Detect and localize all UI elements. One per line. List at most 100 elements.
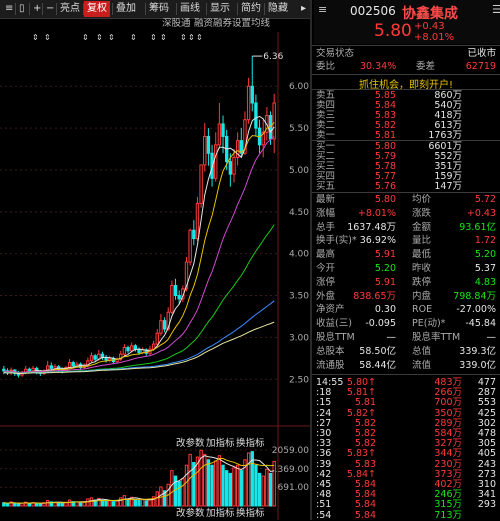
volume-bar: [170, 470, 174, 507]
adjust-button[interactable]: 复权: [84, 1, 110, 17]
stat-value: 1.72: [474, 235, 496, 247]
stat-value: 5.37: [474, 263, 496, 274]
bid-label: 买二: [316, 151, 336, 162]
volume-bar: [243, 459, 247, 507]
event-marker-icon: ⇕: [130, 33, 137, 42]
candle-body: [199, 164, 203, 204]
high-marker-label: 6.36: [263, 52, 283, 62]
bid-price: 5.76: [374, 181, 396, 192]
stat-label: 总股本: [316, 345, 345, 357]
stat-value: 0.30: [374, 304, 396, 316]
tick-volume: 373万: [434, 468, 462, 480]
stat-row: 收益(三) -0.095 PE(动)* -45.84: [312, 318, 500, 329]
trade-status-row: 交易状态 已收市: [316, 48, 496, 59]
menu-icon[interactable]: ≡: [5, 3, 14, 14]
volume-bar: [104, 500, 108, 507]
ask-label: 卖一: [316, 130, 336, 141]
window-icon[interactable]: ▯: [19, 3, 25, 14]
candle-body: [221, 123, 225, 137]
event-marker-icon: ⇕: [108, 33, 115, 42]
tick-row: :51 5.84 315万 293: [312, 499, 500, 510]
candle-body: [126, 346, 130, 352]
event-marker-icon: ⇕: [44, 33, 51, 42]
tick-volume: 700万: [434, 397, 462, 409]
tick-row: :30 5.82 584万 478: [312, 428, 500, 439]
tick-time: :45: [316, 479, 332, 490]
stock-code: 002506: [350, 4, 396, 18]
volume-bar: [82, 501, 86, 507]
overlay-button[interactable]: 叠加: [116, 3, 136, 14]
display-button[interactable]: 显示: [210, 3, 230, 14]
candle-body: [203, 135, 207, 166]
tick-volume: 713万: [434, 509, 462, 521]
tick-row: :18 5.81↑ 266万 287: [312, 387, 500, 398]
simple-button[interactable]: 简约: [241, 3, 261, 14]
event-marker-icon: ⇕: [82, 33, 89, 42]
volume-bar: [195, 456, 200, 507]
tick-count: 425: [477, 407, 496, 419]
tick-time: :54: [316, 509, 332, 521]
stat-value: 58.50亿: [359, 345, 396, 357]
event-marker-icon: ⇕: [188, 33, 195, 42]
tick-count: 287: [477, 387, 496, 399]
stat-label: 今开: [316, 263, 336, 274]
volume-bar: [272, 460, 276, 507]
stat-value: 5.91: [374, 276, 396, 288]
stat-value: 5.72: [474, 194, 496, 205]
volume-bar: [232, 467, 236, 507]
tick-row: :15 5.81 700万 553: [312, 397, 500, 408]
highlight-button[interactable]: 亮点: [60, 3, 80, 14]
stat-value: -45.84: [465, 318, 496, 330]
tick-time: :33: [316, 438, 332, 450]
stat-value: 4.83: [474, 276, 496, 288]
candle-body: [250, 85, 254, 104]
tick-price: 5.84↑: [346, 468, 376, 480]
ask-volume: 860万: [434, 90, 462, 101]
tick-row: :42 5.84↑ 373万 273: [312, 469, 500, 480]
stat-value: 5.91: [374, 249, 396, 261]
stat-label: 收益(三): [316, 318, 352, 330]
panel-menu-icon[interactable]: ☰: [492, 3, 500, 16]
bid-label: 买五: [316, 181, 336, 192]
volume-bar: [254, 464, 258, 507]
event-marker-icon: ⇕: [160, 33, 167, 42]
draw-button[interactable]: 画线: [180, 3, 200, 14]
stat-row: 换手(实)* 36.92% 量比 1.72: [312, 235, 500, 246]
stat-row: 股息TTM — 股息率TTM —: [312, 332, 500, 343]
open-account-ad[interactable]: 抓住机会，即刻开户!: [358, 80, 453, 91]
y-tick-label: 6.00: [289, 82, 309, 92]
ask-label: 卖四: [316, 100, 336, 111]
ask-volume: 1763万: [428, 130, 462, 141]
volume-bar: [119, 497, 123, 507]
more-icon[interactable]: ▸: [301, 3, 307, 14]
zoom-out-icon[interactable]: −: [46, 3, 55, 14]
tick-time: :48: [316, 489, 332, 501]
event-marker-icon: ⇕: [196, 33, 203, 42]
volume-bar: [9, 501, 13, 507]
tick-time: :39: [316, 458, 332, 470]
ask-row: 卖三 5.83 418万: [312, 110, 500, 121]
tick-row: 14:55 5.80↑ 483万 477: [312, 377, 500, 388]
kline-chart[interactable]: 深股通 融资融券 设置均线⇕ ⇕ ⇕ ⇕ ⇕ ⇕ ⇕ ⇕ ⇕ ⇕ ⇕6.005.505.004.504.…: [0, 18, 310, 520]
zoom-in-icon[interactable]: +: [33, 3, 42, 14]
hide-button[interactable]: 隐藏: [268, 3, 288, 14]
bid-row: 买三 5.78 351万: [312, 161, 500, 172]
volume-bar: [38, 503, 43, 507]
tick-price: 5.83: [354, 458, 376, 470]
bid-volume: 159万: [434, 171, 462, 182]
tick-time: :30: [316, 428, 332, 439]
stat-row: 最新 5.80 均价 5.72: [312, 194, 500, 205]
stat-row: 流通股 58.44亿 流值 339.0亿: [312, 360, 500, 371]
stat-label: 最低: [412, 249, 432, 261]
order-ratio-row: 委比 30.34% 委差 62719: [316, 61, 496, 72]
bid-row: 买五 5.76 147万: [312, 181, 500, 192]
chip-button[interactable]: 筹码: [149, 3, 169, 14]
tick-price: 5.84: [354, 509, 376, 521]
stat-value: 339.0亿: [459, 359, 496, 371]
tick-count: 293: [477, 499, 496, 511]
tick-volume: 230万: [434, 458, 462, 470]
bid-label: 买四: [316, 171, 336, 182]
volume-bar: [221, 464, 225, 507]
tick-price: 5.84: [354, 489, 376, 501]
ticker-collapse-icon[interactable]: ≡: [318, 3, 328, 16]
